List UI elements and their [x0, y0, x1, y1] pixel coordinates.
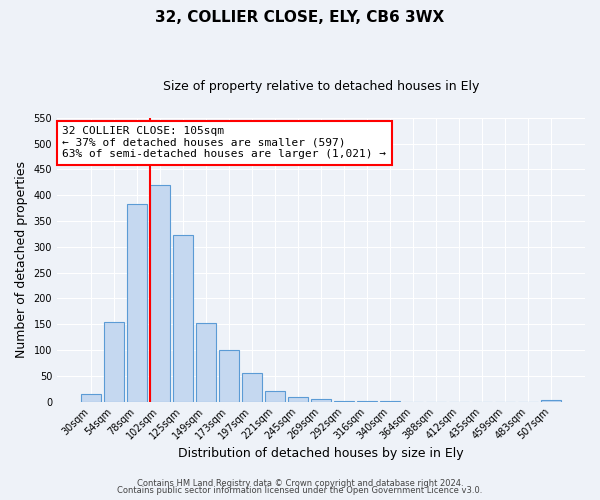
- X-axis label: Distribution of detached houses by size in Ely: Distribution of detached houses by size …: [178, 447, 464, 460]
- Bar: [219, 350, 239, 402]
- Bar: [265, 392, 285, 402]
- Text: Contains HM Land Registry data © Crown copyright and database right 2024.: Contains HM Land Registry data © Crown c…: [137, 478, 463, 488]
- Bar: [288, 396, 308, 402]
- Bar: [242, 374, 262, 402]
- Y-axis label: Number of detached properties: Number of detached properties: [15, 161, 28, 358]
- Text: Contains public sector information licensed under the Open Government Licence v3: Contains public sector information licen…: [118, 486, 482, 495]
- Title: Size of property relative to detached houses in Ely: Size of property relative to detached ho…: [163, 80, 479, 93]
- Bar: [541, 400, 561, 402]
- Bar: [357, 401, 377, 402]
- Bar: [150, 185, 170, 402]
- Bar: [196, 322, 216, 402]
- Text: 32, COLLIER CLOSE, ELY, CB6 3WX: 32, COLLIER CLOSE, ELY, CB6 3WX: [155, 10, 445, 25]
- Bar: [311, 399, 331, 402]
- Bar: [380, 401, 400, 402]
- Bar: [127, 204, 146, 402]
- Bar: [334, 400, 354, 402]
- Bar: [173, 235, 193, 402]
- Bar: [81, 394, 101, 402]
- Bar: [104, 322, 124, 402]
- Text: 32 COLLIER CLOSE: 105sqm
← 37% of detached houses are smaller (597)
63% of semi-: 32 COLLIER CLOSE: 105sqm ← 37% of detach…: [62, 126, 386, 160]
